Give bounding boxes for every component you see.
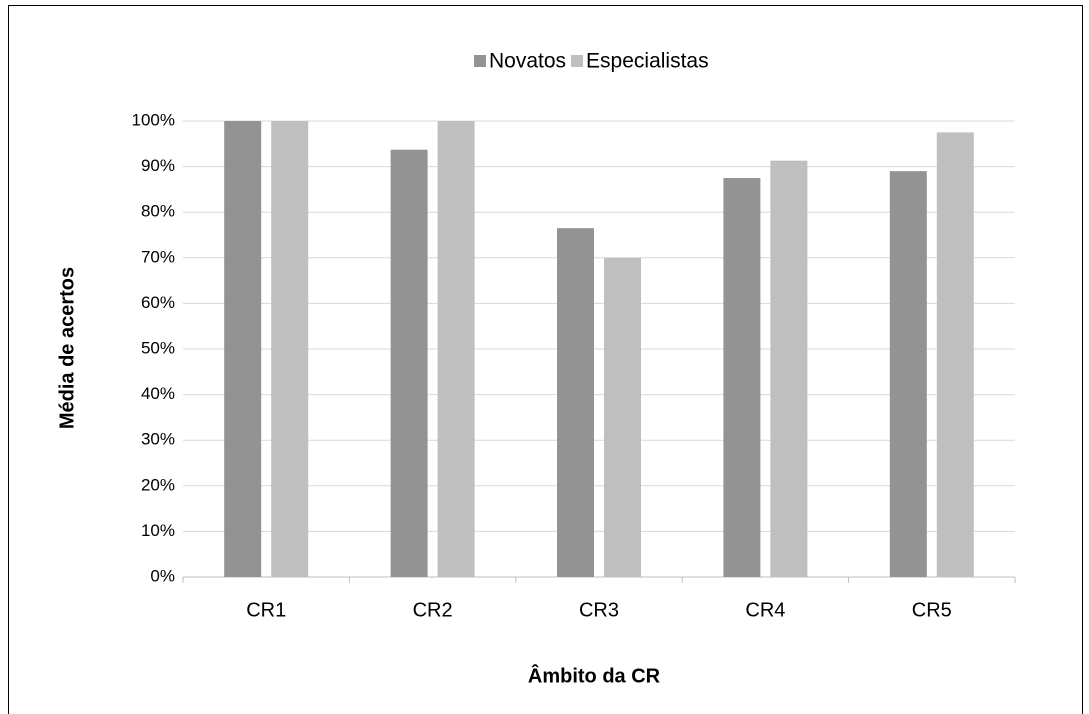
y-tick-label: 80% xyxy=(141,202,175,221)
x-tick-label: CR1 xyxy=(246,599,286,621)
bar xyxy=(390,149,428,577)
y-tick-label: 60% xyxy=(141,293,175,312)
bar xyxy=(936,132,974,577)
y-tick-label: 100% xyxy=(132,110,175,129)
x-tick-label: CR2 xyxy=(413,599,453,621)
y-tick-label: 70% xyxy=(141,247,175,266)
bar xyxy=(437,121,475,577)
y-tick-label: 50% xyxy=(141,338,175,357)
x-tick-label: CR4 xyxy=(745,599,785,621)
x-tick-label: CR5 xyxy=(912,599,952,621)
y-axis-title: Média de acertos xyxy=(56,267,78,429)
y-tick-label: 30% xyxy=(141,430,175,449)
y-tick-label: 10% xyxy=(141,521,175,540)
x-tick-label: CR3 xyxy=(579,599,619,621)
bar xyxy=(604,257,641,577)
y-tick-label: 20% xyxy=(141,475,175,494)
bar xyxy=(770,160,808,577)
bar xyxy=(271,121,309,577)
bar xyxy=(889,171,927,577)
legend-label: Especialistas xyxy=(586,50,709,73)
legend-swatch xyxy=(474,55,486,67)
bar xyxy=(224,121,262,577)
bar xyxy=(557,228,594,577)
y-tick-label: 40% xyxy=(141,384,175,403)
legend-swatch xyxy=(571,55,584,67)
y-tick-label: 90% xyxy=(141,156,175,175)
y-tick-label: 0% xyxy=(150,566,175,585)
x-axis-title: Âmbito da CR xyxy=(528,663,661,687)
legend-label: Novatos xyxy=(489,50,566,73)
bar xyxy=(723,178,761,577)
